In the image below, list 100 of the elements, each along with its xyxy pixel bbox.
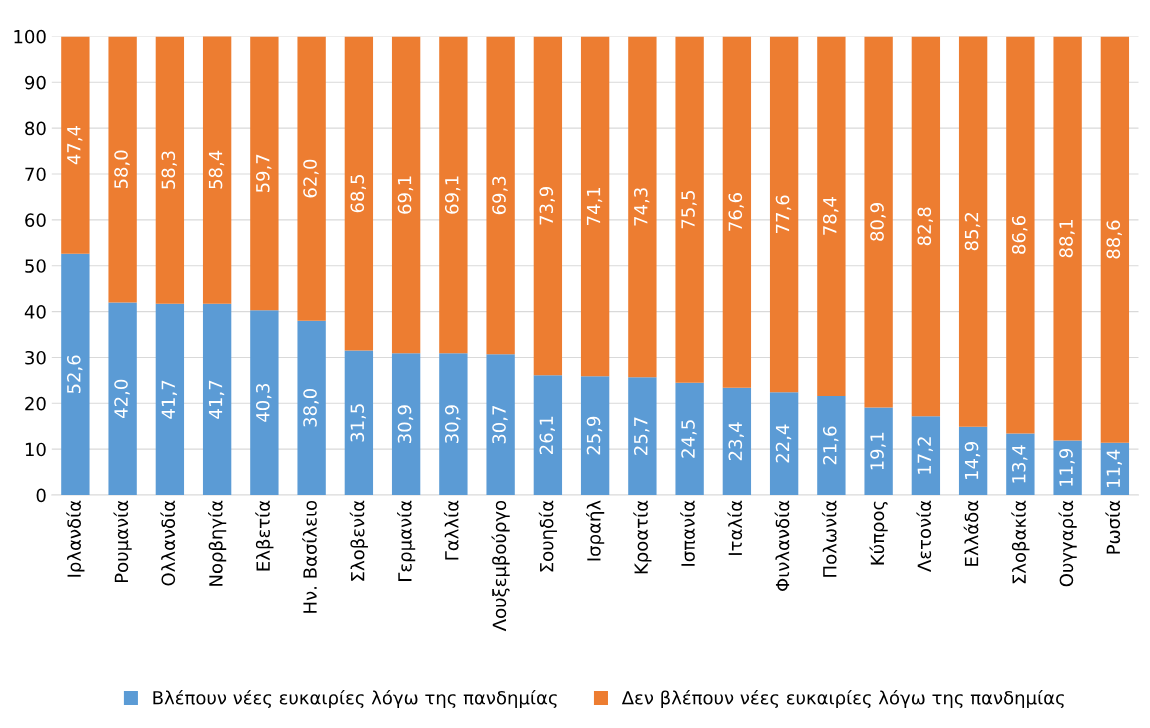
bar bbox=[391, 36, 421, 354]
data-label: 38,0 bbox=[303, 389, 319, 427]
x-tick-label: Γαλλία bbox=[443, 500, 459, 560]
x-tick-label: Ρωσία bbox=[1105, 500, 1121, 554]
bar bbox=[439, 353, 468, 496]
data-label: 52,6 bbox=[66, 355, 83, 394]
y-tick-label: 60 bbox=[25, 213, 46, 227]
x-tick-label: Σλοβενία bbox=[349, 500, 368, 581]
x-tick-label: Ουγγαρία bbox=[1058, 500, 1077, 587]
data-label: 86,6 bbox=[1011, 216, 1028, 254]
x-tick-label: Ισπανία bbox=[680, 500, 695, 566]
bar bbox=[202, 36, 232, 304]
bar bbox=[1100, 36, 1130, 443]
data-label: 58,0 bbox=[114, 150, 130, 189]
x-tick-label: Σουηδία bbox=[538, 500, 557, 572]
bar bbox=[722, 36, 752, 388]
bar bbox=[344, 350, 374, 496]
data-label: 80,9 bbox=[870, 203, 886, 241]
data-label: 69,1 bbox=[444, 176, 461, 214]
data-label: 73,9 bbox=[539, 187, 555, 225]
bar bbox=[533, 375, 563, 496]
y-tick-label: 50 bbox=[25, 259, 46, 273]
data-label: 13,4 bbox=[1011, 445, 1028, 483]
y-tick-label: 0 bbox=[36, 488, 46, 503]
bar bbox=[628, 36, 657, 378]
x-tick-label: Πολωνία bbox=[821, 500, 837, 577]
data-label: 69,3 bbox=[492, 176, 508, 215]
bar bbox=[1053, 440, 1082, 496]
bar bbox=[391, 353, 421, 496]
bar bbox=[580, 36, 610, 377]
bar bbox=[817, 36, 846, 396]
bar bbox=[958, 36, 988, 427]
bar bbox=[580, 376, 610, 496]
data-label: 25,7 bbox=[633, 417, 650, 455]
data-label: 24,5 bbox=[681, 420, 697, 458]
x-tick-label: Κύπρος bbox=[869, 501, 888, 565]
data-label: 30,9 bbox=[397, 405, 414, 443]
y-tick-label: 90 bbox=[25, 75, 46, 90]
x-tick-label: Γερμανία bbox=[397, 500, 416, 581]
data-label: 17,2 bbox=[917, 437, 933, 474]
bar bbox=[202, 303, 232, 496]
bar bbox=[911, 36, 941, 417]
data-label: 26,1 bbox=[539, 416, 555, 454]
x-tick-label: Σλοβακία bbox=[1011, 500, 1030, 584]
y-tick-label: 40 bbox=[24, 305, 46, 319]
data-label: 59,7 bbox=[255, 154, 272, 193]
legend-label: Δεν βλέπουν νέες ευκαιρίες λόγω της πανδημίας bbox=[621, 689, 1064, 709]
data-label: 41,7 bbox=[208, 380, 225, 419]
x-tick-label: Λετονία bbox=[916, 500, 932, 572]
bar bbox=[486, 354, 515, 496]
y-tick-label: 30 bbox=[25, 350, 46, 365]
x-tick-label: Κροατία bbox=[633, 500, 652, 574]
bar bbox=[439, 36, 468, 354]
bar bbox=[108, 302, 137, 496]
bar bbox=[297, 320, 326, 496]
data-label: 25,9 bbox=[586, 416, 603, 455]
x-tick-label: Ελβετία bbox=[255, 500, 274, 571]
data-label: 42,0 bbox=[114, 379, 130, 418]
data-label: 78,4 bbox=[822, 197, 839, 235]
bar bbox=[864, 407, 893, 496]
data-label: 21,6 bbox=[822, 426, 839, 465]
x-tick-label: Ρουμανία bbox=[113, 500, 132, 582]
x-tick-label: Λουξεμβούργο bbox=[491, 500, 510, 632]
data-label: 40,3 bbox=[255, 383, 272, 422]
bar bbox=[722, 387, 752, 496]
bar bbox=[769, 36, 799, 393]
x-tick-label: Νορβηγία bbox=[208, 500, 227, 586]
bar bbox=[817, 395, 846, 496]
legend-label: Βλέπουν νέες ευκαιρίες λόγω της πανδημίας bbox=[153, 689, 557, 709]
y-tick-label: 100 bbox=[14, 29, 46, 44]
data-label: 77,6 bbox=[775, 195, 792, 233]
bar bbox=[155, 36, 185, 304]
bar bbox=[1053, 36, 1082, 441]
data-label: 47,4 bbox=[67, 126, 83, 165]
bar bbox=[533, 36, 563, 376]
data-label: 11,4 bbox=[1106, 449, 1122, 488]
y-tick-label: 20 bbox=[25, 396, 46, 411]
data-label: 31,5 bbox=[350, 404, 366, 442]
bar bbox=[1100, 442, 1130, 496]
bar bbox=[344, 36, 374, 351]
bar bbox=[675, 382, 704, 496]
data-label: 62,0 bbox=[303, 159, 319, 198]
x-tick-label: Ιρλανδία bbox=[66, 500, 85, 577]
bar bbox=[61, 36, 90, 254]
bar bbox=[864, 36, 893, 408]
bar bbox=[675, 36, 704, 383]
y-tick-label: 70 bbox=[25, 167, 46, 182]
bar bbox=[769, 392, 799, 496]
bar bbox=[1006, 36, 1035, 434]
data-label: 76,6 bbox=[728, 193, 744, 231]
data-label: 11,9 bbox=[1059, 448, 1075, 486]
data-label: 68,5 bbox=[350, 174, 366, 213]
bar bbox=[61, 253, 90, 496]
x-tick-label: Ελλάδα bbox=[963, 500, 979, 566]
data-label: 30,9 bbox=[444, 405, 461, 443]
data-label: 82,8 bbox=[917, 207, 933, 246]
data-label: 22,4 bbox=[775, 424, 792, 463]
x-tick-label: Ην. Βασίλειο bbox=[302, 500, 317, 613]
data-label: 30,7 bbox=[492, 406, 508, 444]
data-label: 69,1 bbox=[397, 176, 414, 214]
